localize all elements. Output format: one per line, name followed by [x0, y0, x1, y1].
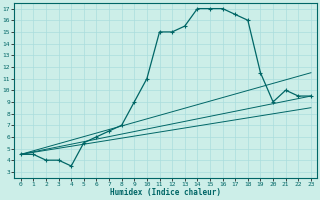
X-axis label: Humidex (Indice chaleur): Humidex (Indice chaleur) [110, 188, 221, 197]
